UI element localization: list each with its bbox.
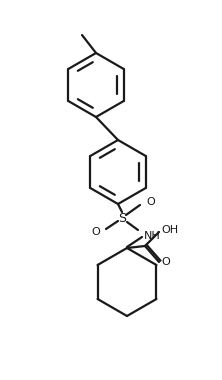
Text: OH: OH [161,225,178,235]
Text: S: S [118,212,126,225]
Text: O: O [146,197,155,207]
Text: NH: NH [144,231,161,241]
Text: O: O [91,227,100,237]
Text: O: O [161,257,170,267]
